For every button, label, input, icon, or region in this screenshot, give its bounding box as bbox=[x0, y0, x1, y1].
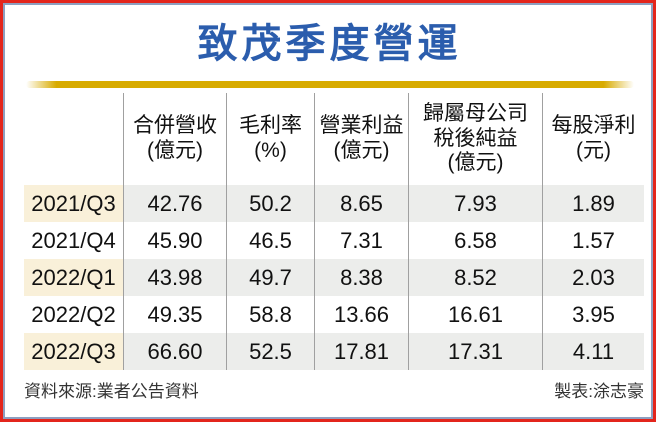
table-cell: 17.81 bbox=[314, 333, 408, 370]
footer: 資料來源:業者公告資料 製表:涂志豪 bbox=[24, 377, 644, 402]
table-cell: 49.7 bbox=[226, 259, 314, 296]
row-label: 2022/Q2 bbox=[31, 301, 116, 327]
column-header-operating-income: 營業利益 (億元) bbox=[314, 93, 408, 185]
row-label: 2022/Q1 bbox=[24, 259, 123, 296]
credit-note: 製表:涂志豪 bbox=[554, 382, 644, 401]
table-cell: 1.57 bbox=[542, 222, 644, 259]
table-cell: 8.38 bbox=[314, 259, 408, 296]
table-cell: 4.11 bbox=[542, 333, 644, 370]
quarterly-data-table: 合併營收 (億元) 毛利率 (%) 營業利益 (億元) 歸屬母公司 稅後純益 (… bbox=[24, 93, 644, 370]
table-cell: 7.93 bbox=[408, 185, 542, 222]
table-cell: 8.65 bbox=[314, 185, 408, 222]
column-header-net-income: 歸屬母公司 稅後純益 (億元) bbox=[408, 93, 542, 185]
table-cell: 49.35 bbox=[123, 296, 226, 333]
table-cell: 3.95 bbox=[542, 296, 644, 333]
table-cell: 50.2 bbox=[226, 185, 314, 222]
table-cell: 58.8 bbox=[226, 296, 314, 333]
table-cell: 46.5 bbox=[226, 222, 314, 259]
table-cell: 17.31 bbox=[408, 333, 542, 370]
table-cell: 2.03 bbox=[542, 259, 644, 296]
column-header-period bbox=[24, 93, 123, 185]
column-header-gross-margin: 毛利率 (%) bbox=[226, 93, 314, 185]
row-label: 2022/Q3 bbox=[24, 333, 123, 370]
row-label: 2021/Q4 bbox=[31, 227, 116, 253]
table-cell: 43.98 bbox=[123, 259, 226, 296]
table-cell: 13.66 bbox=[314, 296, 408, 333]
table-cell: 66.60 bbox=[123, 333, 226, 370]
column-header-eps: 每股淨利 (元) bbox=[542, 93, 644, 185]
table-cell: 45.90 bbox=[123, 222, 226, 259]
table-cell: 8.52 bbox=[408, 259, 542, 296]
page-title: 致茂季度營運 bbox=[197, 22, 462, 66]
row-label: 2021/Q3 bbox=[24, 185, 123, 222]
table-cell: 52.5 bbox=[226, 333, 314, 370]
table-cell: 1.89 bbox=[542, 185, 644, 222]
gold-divider bbox=[25, 81, 634, 88]
table-cell: 16.61 bbox=[408, 296, 542, 333]
column-header-revenue: 合併營收 (億元) bbox=[123, 93, 226, 185]
graphic-inner-border: 致茂季度營運 合併營收 (億元) 毛利率 (%) 營業利益 (億元) 歸屬母公司… bbox=[3, 3, 653, 419]
source-note: 資料來源:業者公告資料 bbox=[24, 382, 199, 401]
table-cell: 6.58 bbox=[408, 222, 542, 259]
table-cell: 7.31 bbox=[314, 222, 408, 259]
table-cell: 42.76 bbox=[123, 185, 226, 222]
